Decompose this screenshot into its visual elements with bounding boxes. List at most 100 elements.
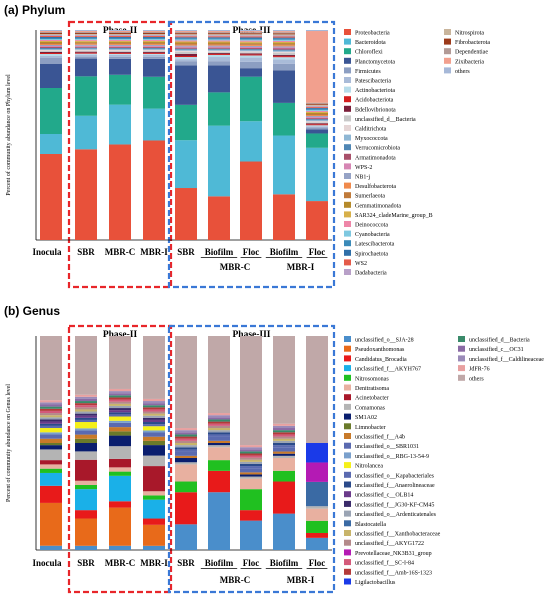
legend-label-planctomycetota: Planctomycetota [355,59,395,65]
bar-segment-wps-2 [109,45,131,47]
legend-label-unclassified-d-bacteria: unclassified_d__Bacteria [469,337,530,344]
bar-segment-dadabacteria [75,34,97,36]
bar-segment-verrucomicrobiota [175,48,197,50]
bar-segment-myxococcota [75,48,97,50]
bar-segment-unclassified-f-akyg1722 [109,401,131,404]
legend-label-unclassified-o-kapabacteriales: unclassified_o__Kapabacteriales [355,472,435,479]
legend-label-sumerlaeota: Sumerlaeota [355,194,385,200]
legend-swatch-desulfobacterota [344,182,351,189]
bar-segment-unclassified-o-sja-28 [175,524,197,550]
legend-swatch-calditrichota [344,125,351,131]
legend-swatch-dadabacteria [344,269,351,275]
bar-segment-armatimonadota [143,46,165,48]
bar-segment-unclassified-f-a4b [240,472,262,475]
legend-swatch-zixibacteria [444,57,451,64]
legend-swatch-nitrolancea [344,462,351,469]
bar-segment-firmicutes [240,61,262,69]
bar-segment-unclassified-f-sc-i-84 [208,423,230,426]
legend-label-unclassified-o-sja-28: unclassified_o__SJA-28 [355,337,414,344]
bar-segment-latescibacterota [240,38,262,40]
bar-segment-unclassified-f-akyh767 [143,499,165,519]
bar-segment-wps-2 [240,46,262,49]
bar-segment-bacteroidota [175,140,197,189]
legend-label-spirochaetota: Spirochaetota [355,251,388,257]
bar-segment-patescibacteria [109,54,131,57]
bar-segment-unclassified-f-akyg1722 [175,440,197,443]
legend-label-deinococcota: Deinococcota [355,223,388,229]
bar-segment-dependentiae [40,32,62,33]
bar-segment-bacteroidota [273,135,295,195]
bar-segment-comamonas [175,462,197,465]
bar-segment-comamonas [240,476,262,479]
panel-title-phylum: (a) Phylum [4,3,65,17]
bar-segment-bacteroidota [306,147,328,202]
bar-segment-unclassified-f-a4b [75,434,97,439]
bar-segment-unclassified-f-a4b [40,438,62,443]
legend-label-bdellovibrionota: Bdellovibrionota [355,107,396,113]
bar-segment-unclassified-o-ardenticatenales [143,415,165,418]
bar-segment-wps-2 [306,117,328,119]
bar-segment-sm1a02 [143,445,165,456]
bar-segment-jdfr-76 [75,394,97,397]
legend-label-myxococcota: Myxococcota [355,136,388,142]
bar-segment-ws2 [143,35,165,37]
bar-segment-firmicutes [273,63,295,71]
bar-segment-planctomycetota [273,70,295,103]
bar-segment-spirochaetota [306,107,328,109]
bar-segment-zixibacteria [208,31,230,33]
bar-segment-sar324-clademarine-group-b [306,111,328,113]
bar-segment-unclassified-f-akyg1722 [143,411,165,414]
bar-segment-unclassified-o-kapabacteriales [40,425,62,429]
bar-segment-unclassified-f-anaerolineaceae [143,422,165,425]
bar-segment-unclassified-c-oc31 [208,417,230,420]
bar-segment-deinococcota [175,40,197,42]
bar-segment-unclassified-f-akyg1722 [75,407,97,410]
bar-segment-ws2 [40,36,62,37]
bar-segment-unclassified-d-bacteria [273,430,295,433]
legend-label-acinetobacter: Acinetobacter [355,396,389,402]
bar-segment-desulfobacterota [109,43,131,45]
bar-segment-nb1-j [273,46,295,48]
legend-label-denitratisoma: Denitratisoma [355,386,389,392]
bar-segment-denitratisoma [240,478,262,490]
bar-segment-spirochaetota [273,37,295,39]
legend-swatch-prevotellaceae-nk3b31-group [344,549,351,556]
bar-segment-proteobacteria [143,140,165,240]
legend-label-comamonas: Comamonas [355,405,386,411]
legend-swatch-latescibacterota [344,240,351,247]
legend-label-sar324-clademarine-group-b: SAR324_cladeMarine_group_B [355,213,433,219]
legend-label-latescibacterota: Latescibacterota [355,242,395,248]
bar-segment-desulfobacterota [75,43,97,45]
legend-label-dadabacteria: Dadabacteria [355,271,387,277]
bar-segment-chloroflexi [75,76,97,116]
bar-segment-wps-2 [208,46,230,48]
bar-segment-jdfr-76 [208,413,230,416]
legend-swatch-myxococcota [344,134,351,141]
bar-segment-verrucomicrobiota [109,47,131,49]
bar-segment-others [40,30,62,31]
x-tick-label: Biofilm [270,247,299,257]
legend-swatch-unclassified-o-ardenticatenales [344,510,351,517]
bar-segment-acidobacteriota [109,52,131,54]
bar-segment-bdellovibrionota [40,52,62,53]
bar-segment-unclassified-f-amb-16s-1323 [143,407,165,410]
bar-segment-unclassified-f-sc-i-84 [109,399,131,402]
bar-segment-nitrosomonas [40,468,62,473]
bar-segment-unclassified-f-a4b [175,455,197,458]
bar-segment-bacteroidota [75,115,97,150]
bar-segment-wps-2 [75,45,97,47]
legend-swatch-armatimonadota [344,153,351,160]
phase-label: Phase-III [232,330,270,340]
legend-label-unclassified-f-xanthobacteraceae: unclassified_f__Xanthobacteraceae [355,531,441,538]
bar-segment-calditrichota [240,51,262,53]
legend-swatch-firmicutes [344,67,351,74]
bar-segment-sm1a02 [208,443,230,446]
bar-segment-spirochaetota [109,36,131,38]
bar-segment-unclassified-d-bacteria [109,50,131,52]
bar-segment-unclassified-f-xanthobacteraceae [175,443,197,446]
bar-segment-bdellovibrionota [75,51,97,53]
legend-swatch-unclassified-d-bacteria [458,336,465,342]
bar-segment-sm1a02 [175,457,197,463]
bar-segment-unclassified-f-amb-16s-1323 [175,436,197,439]
bar-segment-dadabacteria [40,35,62,36]
